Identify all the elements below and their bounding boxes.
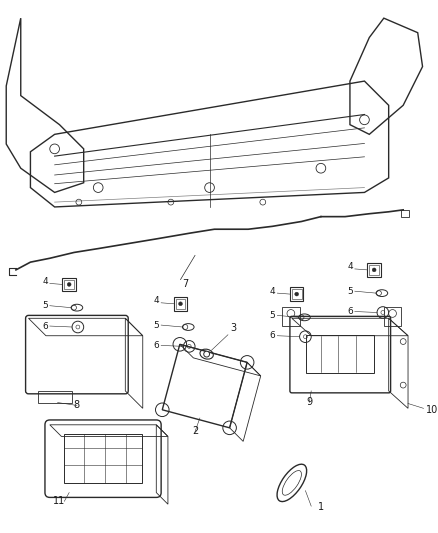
Circle shape — [67, 282, 71, 286]
Text: 5: 5 — [347, 287, 353, 296]
Text: 5: 5 — [270, 311, 276, 320]
Circle shape — [179, 302, 183, 306]
Bar — [367, 263, 381, 277]
Text: 4: 4 — [347, 262, 353, 271]
Bar — [290, 287, 304, 301]
Text: 5: 5 — [153, 320, 159, 329]
Text: 6: 6 — [270, 331, 276, 340]
Bar — [176, 299, 185, 309]
Text: 11: 11 — [53, 496, 66, 506]
Bar — [292, 289, 301, 299]
Text: 3: 3 — [231, 323, 237, 333]
Circle shape — [295, 292, 299, 296]
Text: 7: 7 — [182, 279, 188, 289]
Bar — [62, 278, 76, 291]
Bar — [306, 335, 374, 374]
Bar — [369, 265, 379, 274]
Bar — [64, 280, 74, 289]
Text: 8: 8 — [74, 400, 80, 410]
Text: 4: 4 — [154, 296, 159, 305]
Text: 2: 2 — [192, 426, 198, 437]
Text: 6: 6 — [153, 341, 159, 350]
Text: 4: 4 — [270, 287, 276, 296]
Text: 9: 9 — [306, 398, 312, 407]
Text: 5: 5 — [42, 301, 48, 310]
Circle shape — [372, 268, 376, 272]
Text: 6: 6 — [347, 307, 353, 316]
Bar — [64, 434, 142, 483]
Text: 10: 10 — [425, 405, 438, 415]
Bar — [401, 210, 409, 216]
Bar — [282, 306, 300, 326]
Text: 1: 1 — [318, 502, 324, 512]
Text: 6: 6 — [42, 321, 48, 330]
Circle shape — [204, 351, 209, 357]
Text: 4: 4 — [42, 277, 48, 286]
Bar — [174, 297, 187, 311]
Bar — [384, 306, 401, 326]
